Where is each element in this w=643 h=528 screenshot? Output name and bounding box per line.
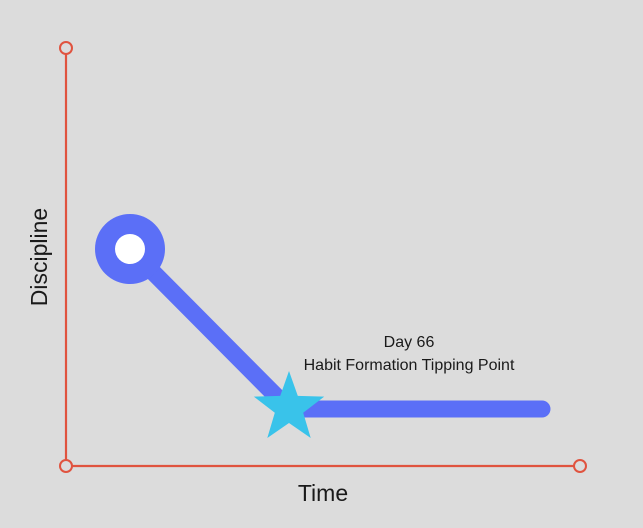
y-axis-top-cap-icon [59, 41, 73, 55]
x-axis-title: Time [298, 480, 348, 506]
y-axis-title: Discipline [26, 208, 52, 306]
milestone-star-icon [253, 371, 325, 438]
origin-cap-icon [59, 459, 73, 473]
x-axis-right-cap-icon [573, 459, 587, 473]
start-marker-ring-dot-icon [95, 214, 165, 284]
annotation-tipping-point-label: Habit Formation Tipping Point [304, 357, 515, 374]
discipline-curve [121, 240, 551, 418]
annotation-day-label: Day 66 [384, 334, 435, 351]
